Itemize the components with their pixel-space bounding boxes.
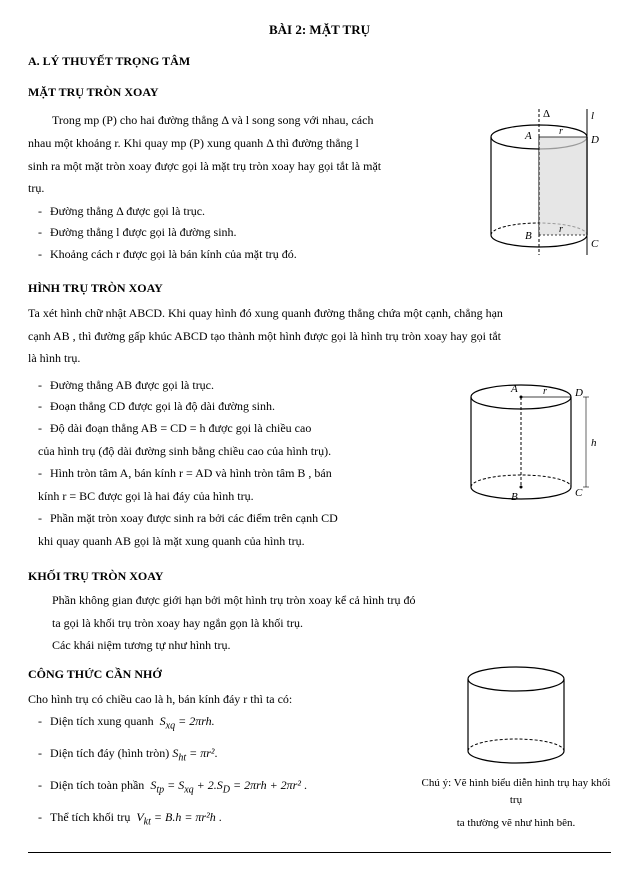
section-a-heading: A. LÝ THUYẾT TRỌNG TÂM [28, 52, 611, 71]
para-3b: ta gọi là khối trụ tròn xoay hay ngắn gọ… [28, 614, 611, 633]
para-3a: Phần không gian được giới hạn bởi một hì… [28, 591, 611, 610]
bullet-2-4: Hình tròn tâm A, bán kính r = AD và hình… [50, 464, 451, 483]
figure-cylinder-1: A D B C r r Δ l [481, 107, 611, 257]
page-title: BÀI 2: MẶT TRỤ [28, 20, 611, 40]
subheading-cong-thuc: CÔNG THỨC CẦN NHỚ [28, 665, 411, 684]
bullet-2-5b: khi quay quanh AB gọi là mặt xung quanh … [28, 532, 451, 551]
figure-cylinder-3 [456, 659, 576, 769]
formula-4: Thể tích khối trụ Vkt = B.h = πr²h . [50, 808, 411, 830]
bullet-2-3: Độ dài đoạn thẳng AB = CD = h được gọi l… [50, 419, 451, 438]
row-cong-thuc: CÔNG THỨC CẦN NHỚ Cho hình trụ có chiều … [28, 659, 611, 834]
bullet-1-3: Khoảng cách r được gọi là bán kính của m… [50, 245, 471, 264]
fig1-label-r1: r [559, 126, 563, 137]
para-3c: Các khái niệm tương tự như hình trụ. [28, 636, 611, 655]
para-1a: Trong mp (P) cho hai đường thẳng Δ và l … [28, 111, 471, 130]
fig2-label-r: r [543, 386, 547, 397]
fig1-label-B: B [525, 230, 532, 242]
formula-3: Diện tích toàn phần Stp = Sxq + 2.SD = 2… [50, 776, 411, 798]
figure-cylinder-2: A D B C r h [461, 372, 611, 512]
bullet-2-5: Phần mặt tròn xoay được sinh ra bởi các … [50, 509, 451, 528]
footer-rule [28, 852, 611, 853]
fig1-label-r2: r [559, 224, 563, 235]
para-2b: cạnh AB , thì đường gấp khúc ABCD tạo th… [28, 327, 611, 346]
fig1-label-delta: Δ [543, 108, 550, 120]
formula-1: Diện tích xung quanh Sxq = 2πrh. [50, 712, 411, 734]
bullet-2-3b: của hình trụ (độ dài đường sinh bằng chi… [28, 442, 451, 461]
fig2-label-B: B [511, 491, 518, 503]
subheading-khoi-tru: KHỐI TRỤ TRÒN XOAY [28, 567, 611, 586]
para-1b: nhau một khoảng r. Khi quay mp (P) xung … [28, 134, 471, 153]
bullet-2-2: Đoạn thẳng CD được gọi là độ dài đường s… [50, 397, 451, 416]
subheading-hinh-tru: HÌNH TRỤ TRÒN XOAY [28, 279, 611, 298]
bullet-2-4b: kính r = BC được gọi là hai đáy của hình… [28, 487, 451, 506]
row-hinh-tru: Đường thẳng AB được gọi là trục. Đoạn th… [28, 372, 611, 555]
para-1d: trụ. [28, 179, 471, 198]
fig1-label-D: D [590, 134, 599, 146]
figure-note-2: ta thường vẽ như hình bên. [421, 815, 611, 832]
fig1-label-C: C [591, 238, 599, 250]
fig1-label-l: l [591, 110, 594, 122]
fig2-label-A: A [510, 383, 518, 395]
figure-note-1: Chú ý: Vẽ hình biểu diễn hình trụ hay kh… [421, 775, 611, 809]
para-2c: là hình trụ. [28, 349, 611, 368]
para-4: Cho hình trụ có chiều cao là h, bán kính… [28, 690, 411, 709]
fig2-label-C: C [575, 487, 583, 499]
bullet-1-1: Đường thẳng Δ được gọi là trục. [50, 202, 471, 221]
bullet-2-1: Đường thẳng AB được gọi là trục. [50, 376, 451, 395]
bullet-1-2: Đường thẳng l được gọi là đường sinh. [50, 223, 471, 242]
para-1c: sinh ra một mặt tròn xoay được gọi là mặ… [28, 157, 471, 176]
subheading-mat-tru: MẶT TRỤ TRÒN XOAY [28, 83, 611, 102]
fig2-label-D: D [574, 387, 583, 399]
row-mat-tru: Trong mp (P) cho hai đường thẳng Δ và l … [28, 107, 611, 267]
formula-2: Diện tích đáy (hình tròn) Sht = πr². [50, 744, 411, 766]
fig2-label-h: h [591, 437, 597, 449]
fig1-label-A: A [524, 130, 532, 142]
para-2a: Ta xét hình chữ nhật ABCD. Khi quay hình… [28, 304, 611, 323]
